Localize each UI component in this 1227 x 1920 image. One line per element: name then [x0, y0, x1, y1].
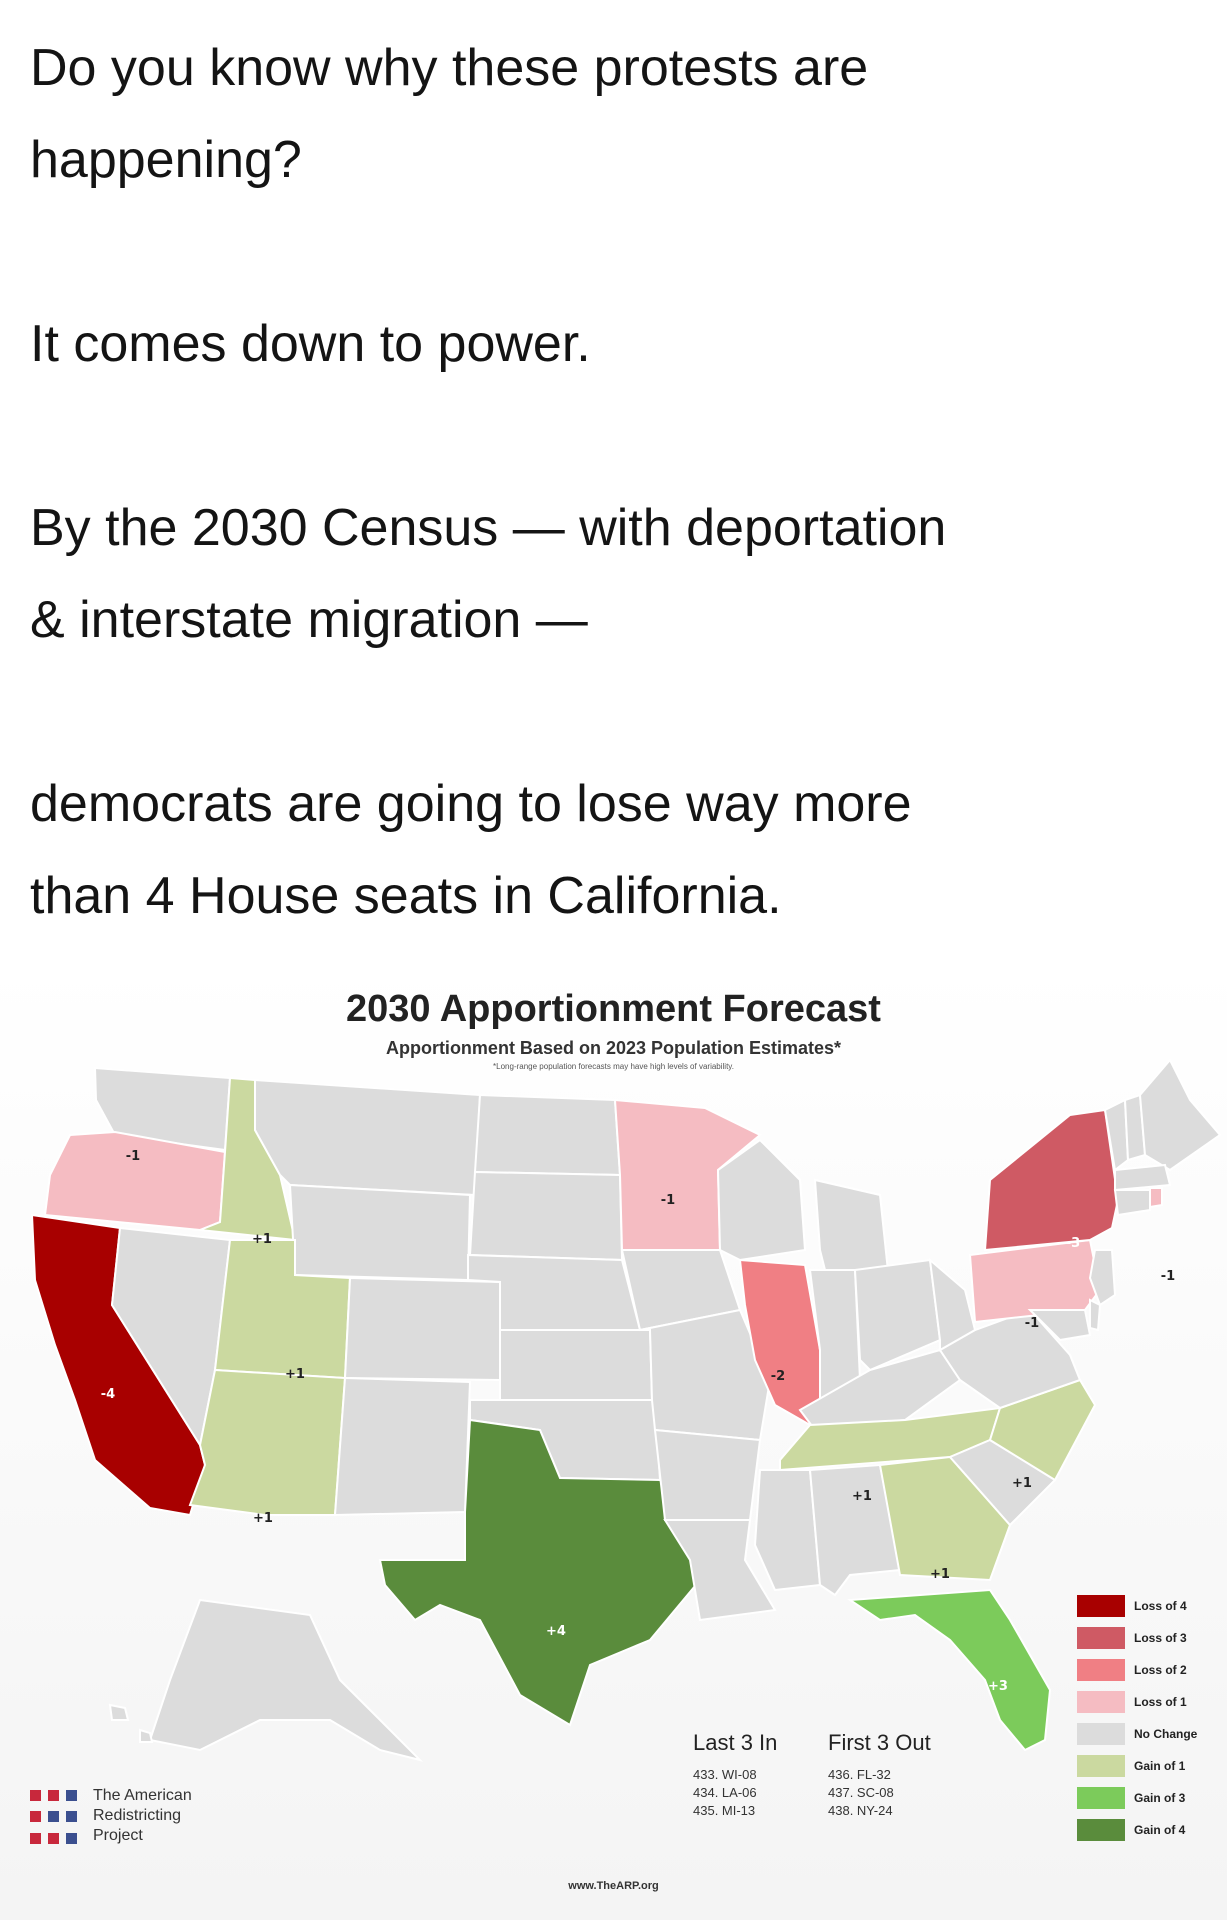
- list-item: 434. LA-06: [693, 1785, 757, 1800]
- state-ks: [499, 1329, 654, 1401]
- source-url: www.TheARP.org: [568, 1880, 659, 1892]
- state-wv: [928, 1257, 977, 1352]
- state-ms: [753, 1469, 822, 1592]
- state-label-nc: +1: [1012, 1476, 1032, 1491]
- legend-swatch: [1077, 1691, 1125, 1713]
- state-label-ri: -1: [1161, 1269, 1175, 1284]
- legend-label: Loss of 3: [1134, 1631, 1187, 1645]
- first-out-list: First 3 Out 436. FL-32 437. SC-08 438. N…: [828, 1730, 931, 1820]
- map-footnote: *Long-range population forecasts may hav…: [493, 1062, 734, 1071]
- state-nj: [1088, 1249, 1117, 1307]
- post-line: Do you know why these protests are: [30, 39, 869, 97]
- legend-item: No Change: [1077, 1718, 1197, 1750]
- post-line: democrats are going to lose way more: [30, 775, 912, 833]
- legend-item: Gain of 3: [1077, 1782, 1197, 1814]
- map-title: 2030 Apportionment Forecast: [346, 988, 881, 1030]
- state-co: [343, 1276, 501, 1382]
- list-item: 433. WI-08: [693, 1767, 757, 1782]
- arp-logo: The American Redistricting Project: [30, 1786, 192, 1846]
- legend-item: Loss of 1: [1077, 1686, 1197, 1718]
- state-label-il: -2: [771, 1369, 785, 1384]
- state-tx: [378, 1418, 702, 1727]
- state-ri: [1149, 1187, 1163, 1209]
- state-label-ut: +1: [285, 1367, 305, 1382]
- post-line: than 4 House seats in California.: [30, 867, 782, 925]
- state-label-az: +1: [253, 1511, 273, 1526]
- map-subtitle: Apportionment Based on 2023 Population E…: [385, 1038, 842, 1058]
- legend-label: Gain of 4: [1134, 1823, 1186, 1837]
- map-legend: Loss of 4 Loss of 3 Loss of 2 Loss of 1 No C…: [1077, 1590, 1197, 1846]
- apportionment-map-graphic: 2030 Apportionment Forecast Apportionmen…: [0, 960, 1227, 1920]
- post-line: & interstate migration —: [30, 591, 588, 649]
- us-map: -4 -1 +1 +1 +1 +4 -1 -2 +1 +1 +3 +1 -1 -3 -1: [30, 1058, 1222, 1762]
- state-label-id: +1: [252, 1232, 272, 1247]
- state-label-pa: -1: [1025, 1316, 1039, 1331]
- state-mt: [254, 1078, 482, 1197]
- state-oh: [853, 1258, 942, 1372]
- last-in-list: Last 3 In 433. WI-08 434. LA-06 435. MI-…: [693, 1730, 777, 1820]
- state-label-or: -1: [126, 1149, 140, 1164]
- state-label-fl: +3: [988, 1679, 1008, 1694]
- list-item: 437. SC-08: [828, 1785, 894, 1800]
- legend-label: Loss of 1: [1134, 1695, 1187, 1709]
- last-in-heading: Last 3 In: [693, 1730, 778, 1755]
- state-fl: [847, 1588, 1052, 1752]
- state-nd: [473, 1093, 622, 1177]
- logo-mark: [30, 1790, 77, 1846]
- legend-label: Loss of 2: [1134, 1663, 1187, 1677]
- legend-label: Loss of 4: [1134, 1599, 1187, 1613]
- legend-swatch: [1077, 1723, 1125, 1745]
- legend-item: Loss of 2: [1077, 1654, 1197, 1686]
- logo-text-line: Redistricting: [93, 1807, 182, 1824]
- legend-swatch: [1077, 1787, 1125, 1809]
- legend-item: Loss of 3: [1077, 1622, 1197, 1654]
- state-ma: [1114, 1163, 1172, 1192]
- list-item: 435. MI-13: [693, 1803, 756, 1818]
- first-out-heading: First 3 Out: [828, 1730, 931, 1755]
- state-wy: [288, 1183, 472, 1282]
- state-label-ny: -3: [1066, 1236, 1080, 1251]
- legend-swatch: [1077, 1659, 1125, 1681]
- logo-text-line: Project: [93, 1827, 143, 1844]
- state-ct: [1113, 1189, 1151, 1217]
- state-hi: [108, 1703, 154, 1743]
- state-md: [1027, 1309, 1092, 1342]
- state-label-tx: +4: [546, 1624, 566, 1639]
- legend-swatch: [1077, 1819, 1125, 1841]
- list-item: 436. FL-32: [828, 1767, 891, 1782]
- list-item: 438. NY-24: [828, 1803, 893, 1818]
- legend-label: Gain of 1: [1134, 1759, 1186, 1773]
- legend-swatch: [1077, 1595, 1125, 1617]
- state-ny: [983, 1108, 1120, 1252]
- state-ar: [653, 1428, 762, 1521]
- legend-item: Loss of 4: [1077, 1590, 1197, 1622]
- post-line: By the 2030 Census — with deportation: [30, 499, 947, 557]
- state-de: [1089, 1298, 1102, 1332]
- state-nm: [333, 1376, 472, 1517]
- state-la: [663, 1519, 777, 1622]
- legend-swatch: [1077, 1755, 1125, 1777]
- post-line: happening?: [30, 131, 302, 189]
- state-ak: [148, 1598, 424, 1762]
- state-ga: [878, 1455, 1012, 1582]
- state-va: [938, 1308, 1082, 1410]
- state-label-mn: -1: [661, 1193, 675, 1208]
- legend-item: Gain of 4: [1077, 1814, 1197, 1846]
- legend-label: Gain of 3: [1134, 1791, 1186, 1805]
- legend-label: No Change: [1134, 1727, 1198, 1741]
- state-or: [43, 1130, 227, 1232]
- state-az: [188, 1368, 347, 1516]
- state-me: [1138, 1058, 1222, 1172]
- state-nc: [988, 1378, 1097, 1482]
- post-line: It comes down to power.: [30, 315, 591, 373]
- state-label-ga: +1: [930, 1567, 950, 1582]
- state-label-ca: -4: [101, 1387, 115, 1402]
- legend-item: Gain of 1: [1077, 1750, 1197, 1782]
- state-sd: [468, 1170, 624, 1262]
- post-text: Do you know why these protests are happe…: [30, 22, 1200, 942]
- legend-swatch: [1077, 1627, 1125, 1649]
- state-label-tn: +1: [852, 1489, 872, 1504]
- state-wi: [716, 1138, 807, 1262]
- logo-text-line: The American: [93, 1787, 192, 1804]
